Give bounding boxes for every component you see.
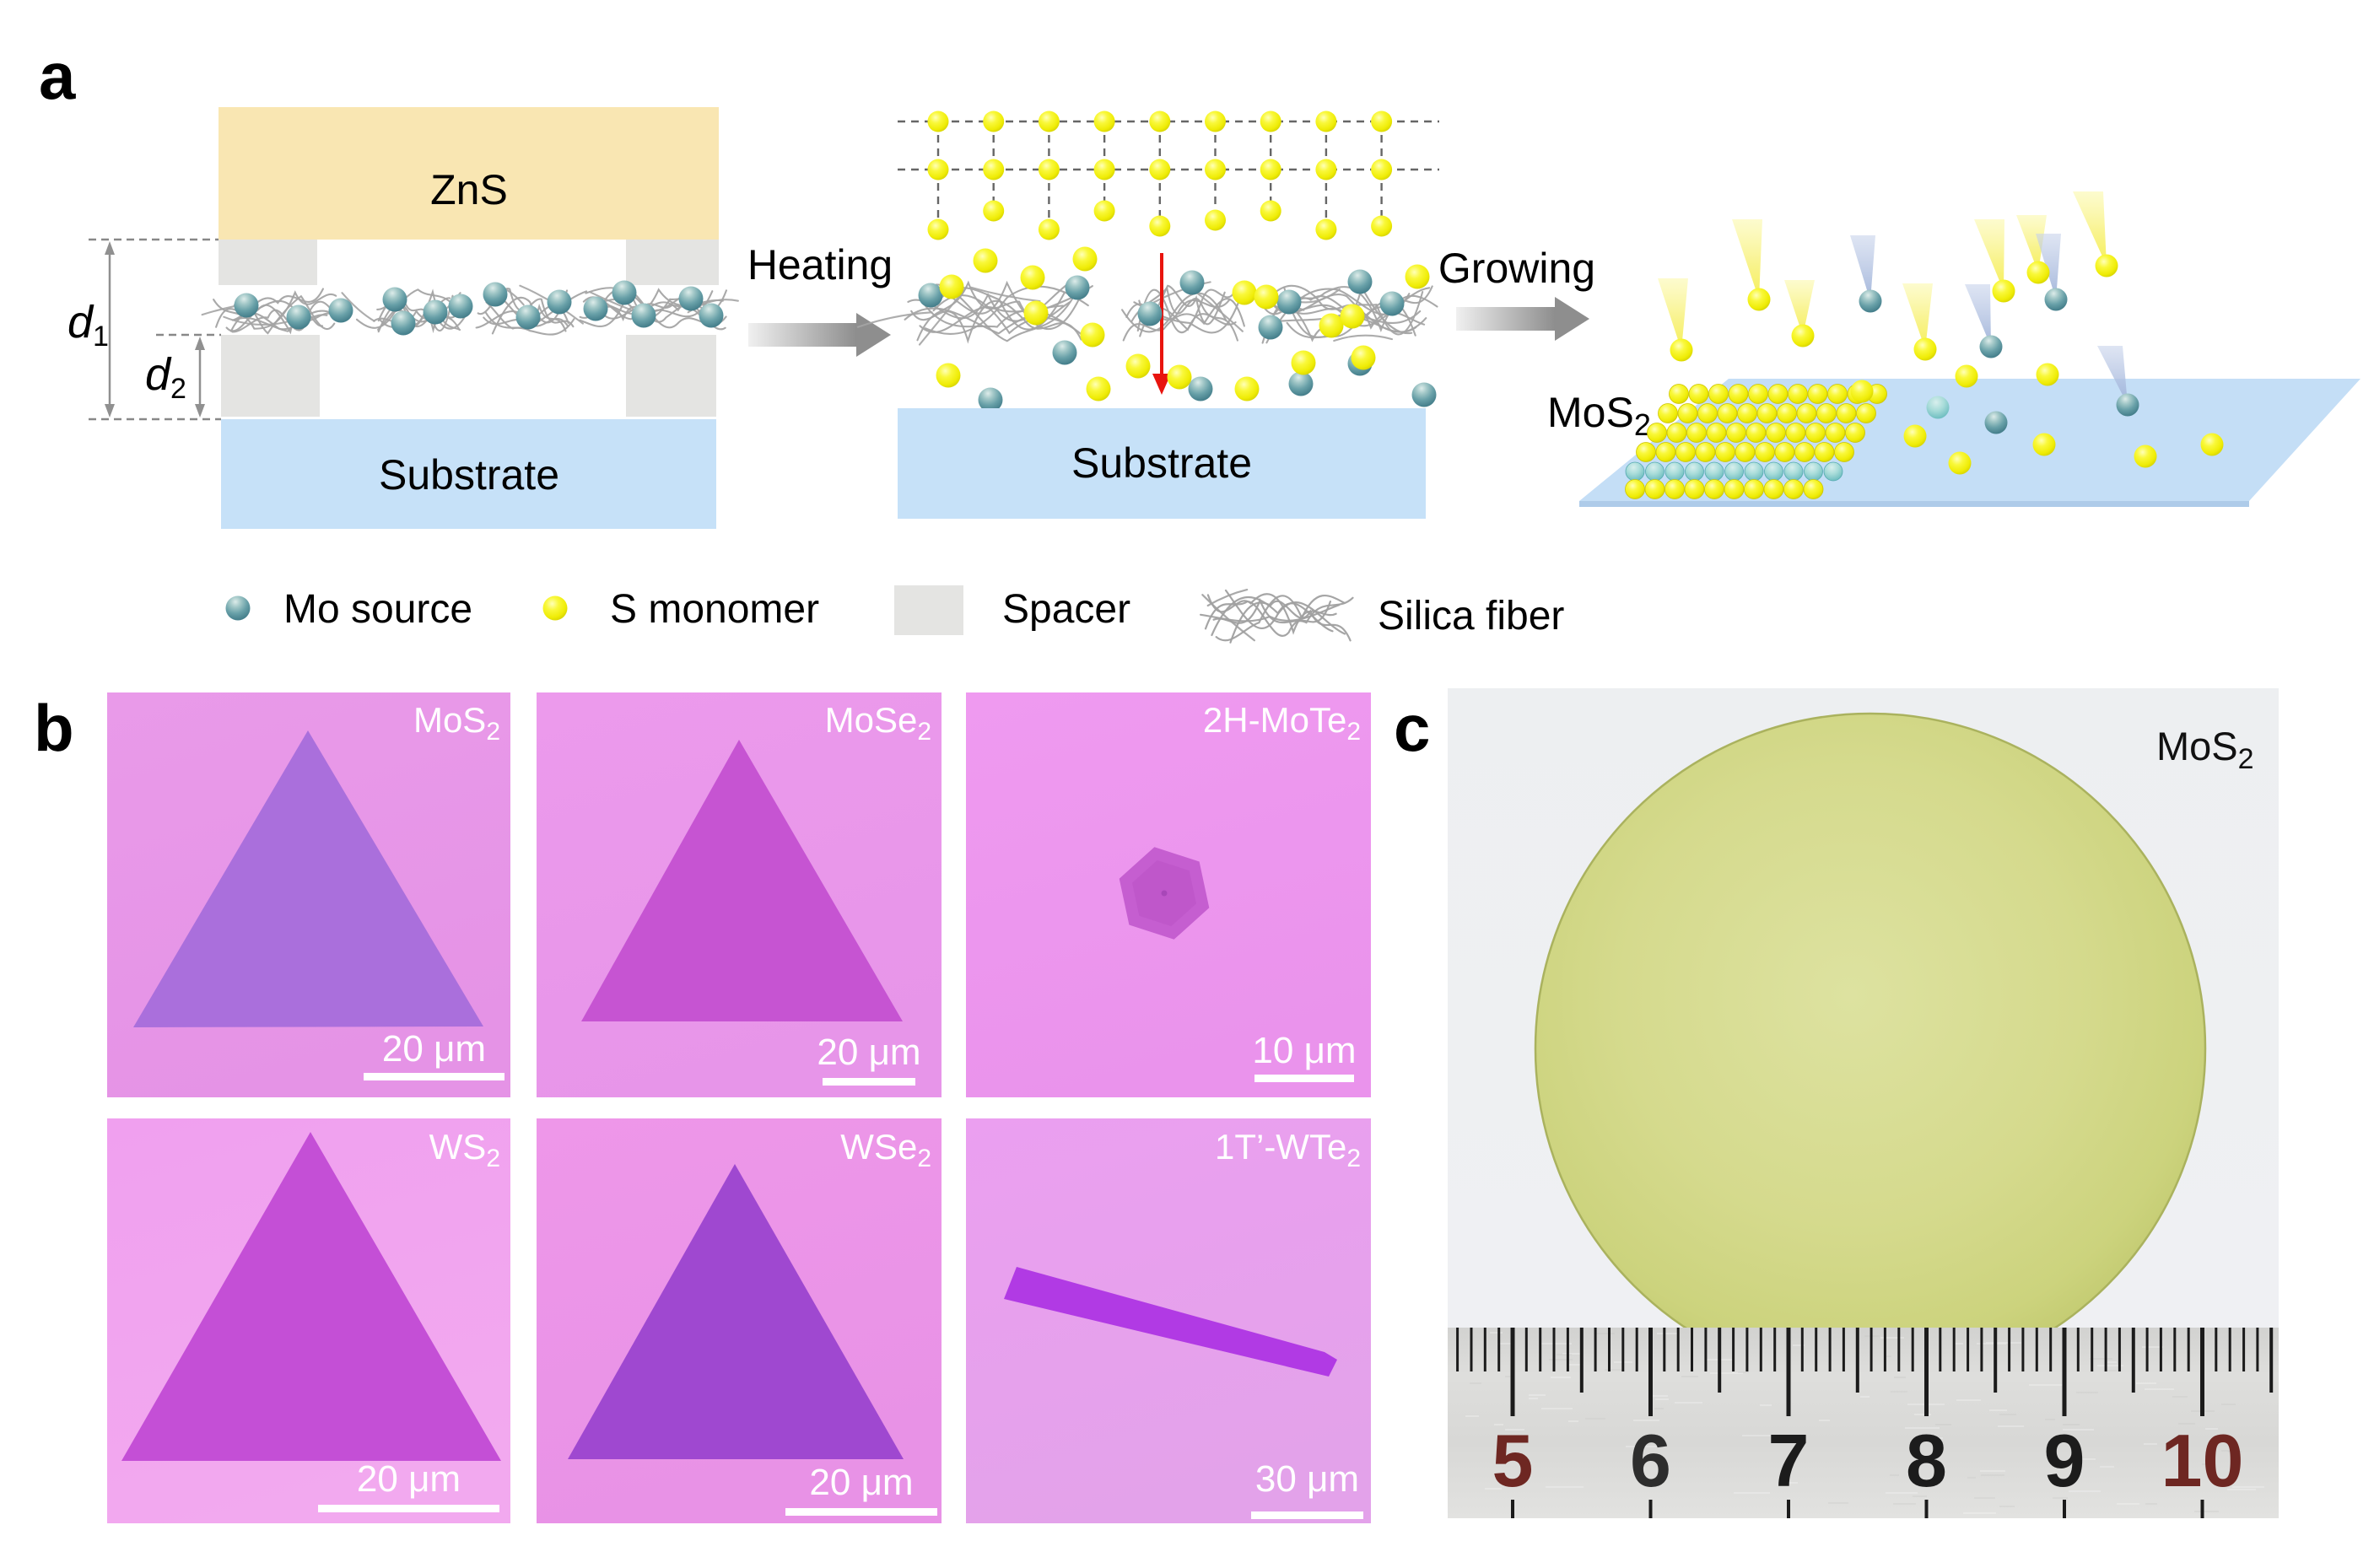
- svg-text:MoS2: MoS2: [2156, 724, 2254, 775]
- svg-text:S monomer: S monomer: [610, 587, 819, 632]
- svg-text:1T’-WTe2: 1T’-WTe2: [1215, 1127, 1361, 1172]
- svg-text:Substrate: Substrate: [1071, 439, 1252, 487]
- svg-text:Spacer: Spacer: [1002, 587, 1130, 632]
- svg-text:ZnS: ZnS: [430, 166, 508, 213]
- svg-text:WSe2: WSe2: [840, 1127, 931, 1172]
- svg-text:30 μm: 30 μm: [1255, 1458, 1359, 1500]
- svg-text:a: a: [39, 39, 76, 113]
- svg-text:MoS2: MoS2: [413, 700, 500, 746]
- svg-text:Growing: Growing: [1438, 245, 1595, 292]
- svg-text:9: 9: [2044, 1419, 2085, 1502]
- svg-text:MoS2: MoS2: [1547, 389, 1651, 442]
- svg-text:MoSe2: MoSe2: [825, 700, 931, 746]
- svg-text:Mo source: Mo source: [283, 587, 472, 632]
- svg-text:20 μm: 20 μm: [809, 1462, 913, 1503]
- svg-text:8: 8: [1906, 1419, 1947, 1502]
- svg-text:20 μm: 20 μm: [357, 1458, 461, 1500]
- svg-text:Heating: Heating: [747, 241, 893, 288]
- svg-text:2H-MoTe2: 2H-MoTe2: [1203, 700, 1361, 746]
- svg-text:20 μm: 20 μm: [817, 1032, 920, 1073]
- svg-text:b: b: [34, 691, 74, 765]
- svg-text:10 μm: 10 μm: [1252, 1030, 1356, 1071]
- svg-text:Substrate: Substrate: [379, 451, 559, 498]
- svg-text:20 μm: 20 μm: [382, 1028, 486, 1070]
- svg-text:Silica fiber: Silica fiber: [1378, 594, 1564, 639]
- svg-text:10: 10: [2161, 1419, 2244, 1502]
- svg-text:c: c: [1394, 691, 1430, 765]
- svg-text:5: 5: [1492, 1419, 1534, 1502]
- svg-text:7: 7: [1768, 1419, 1810, 1502]
- svg-text:6: 6: [1630, 1419, 1671, 1502]
